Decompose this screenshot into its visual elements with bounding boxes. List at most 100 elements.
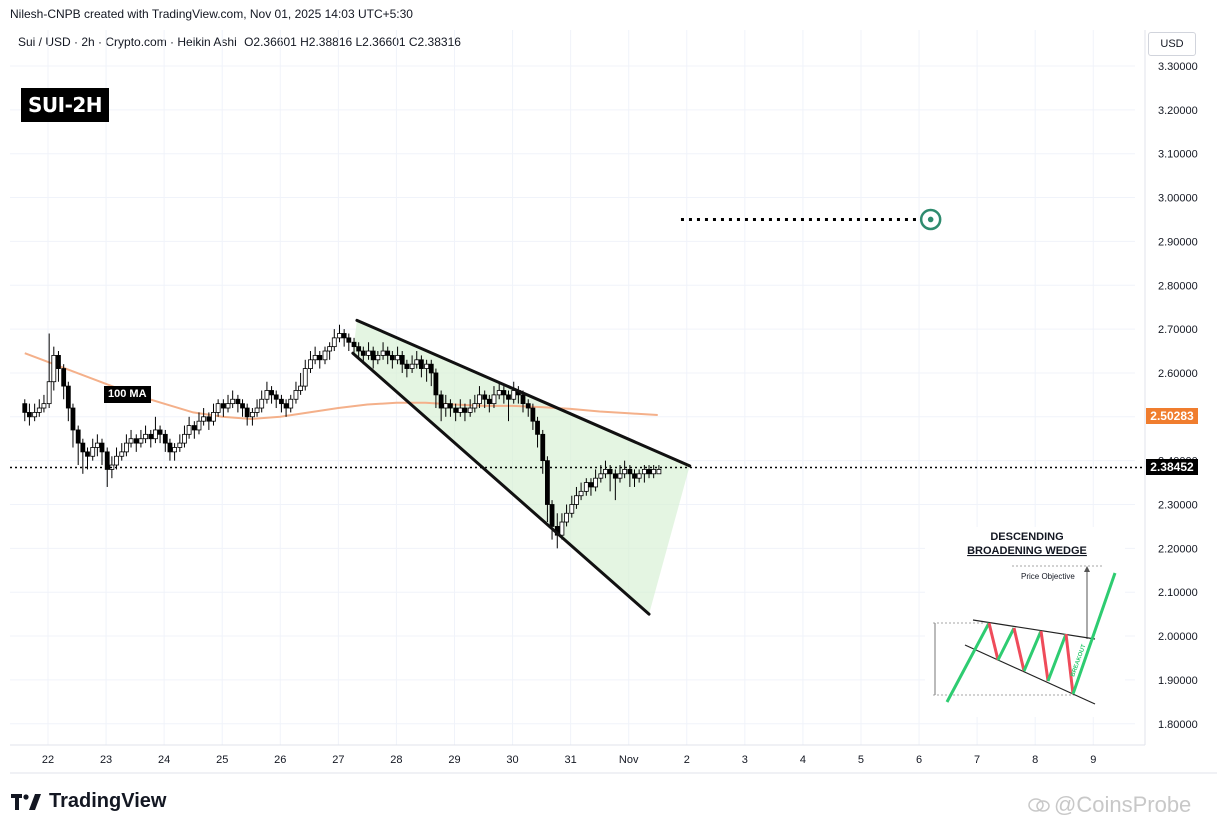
candle bbox=[56, 355, 61, 369]
candle bbox=[559, 521, 565, 536]
pattern-inset: DESCENDING BROADENING WEDGE Price Object… bbox=[925, 527, 1125, 717]
y-tick-label: 2.90000 bbox=[1158, 236, 1198, 248]
candle bbox=[293, 390, 299, 400]
wedge-upper-line bbox=[355, 318, 692, 468]
candle bbox=[351, 341, 357, 348]
candle bbox=[453, 407, 459, 413]
candle bbox=[545, 460, 550, 505]
candle bbox=[138, 438, 144, 444]
candle bbox=[182, 433, 187, 444]
x-tick-label: 7 bbox=[974, 754, 980, 766]
currency-selector[interactable]: USD bbox=[1148, 32, 1196, 56]
candle bbox=[240, 403, 245, 409]
watermark-text: @CoinsProbe bbox=[1054, 792, 1192, 817]
last-price-tag: 2.38452 bbox=[1146, 459, 1198, 476]
tradingview-logo[interactable]: TradingView bbox=[11, 790, 166, 813]
candle bbox=[636, 473, 642, 479]
candle bbox=[457, 407, 463, 413]
candle bbox=[41, 403, 47, 409]
x-tick-label: 28 bbox=[390, 754, 402, 766]
candle bbox=[341, 333, 347, 339]
candle bbox=[574, 495, 579, 505]
candle bbox=[269, 390, 274, 396]
candle bbox=[32, 412, 38, 418]
candle bbox=[549, 504, 555, 527]
candle bbox=[448, 403, 453, 409]
x-tick-label: 29 bbox=[448, 754, 460, 766]
candle bbox=[27, 412, 32, 418]
x-tick-label: 22 bbox=[42, 754, 54, 766]
candle bbox=[462, 407, 468, 413]
candle bbox=[244, 407, 250, 418]
inset-down-1 bbox=[987, 622, 1000, 661]
y-tick-label: 2.70000 bbox=[1158, 324, 1198, 336]
candle bbox=[51, 355, 57, 383]
timeframe-badge: SUI-2H bbox=[21, 88, 110, 122]
candle bbox=[583, 482, 589, 492]
candle bbox=[206, 416, 212, 422]
objective-label: Price Objective bbox=[1021, 572, 1075, 581]
candle bbox=[298, 385, 304, 391]
candle bbox=[235, 398, 241, 405]
candles-layer bbox=[22, 324, 662, 549]
candle bbox=[22, 403, 28, 413]
candle bbox=[395, 355, 400, 361]
candle bbox=[191, 425, 197, 431]
candle bbox=[250, 412, 255, 418]
candle bbox=[153, 429, 158, 440]
x-tick-label: 30 bbox=[506, 754, 518, 766]
inset-breakout bbox=[1071, 572, 1117, 695]
candle bbox=[61, 368, 67, 387]
candle bbox=[520, 394, 526, 405]
y-tick-label: 3.30000 bbox=[1158, 61, 1198, 73]
candle bbox=[254, 407, 260, 413]
candle bbox=[283, 403, 289, 409]
candle bbox=[646, 469, 652, 475]
candle bbox=[331, 337, 337, 348]
candle bbox=[279, 398, 284, 405]
y-tick-label: 2.60000 bbox=[1158, 368, 1198, 380]
candle bbox=[433, 372, 439, 396]
candle bbox=[569, 504, 575, 514]
candle bbox=[356, 346, 362, 352]
candle bbox=[264, 390, 270, 400]
candle bbox=[167, 442, 173, 453]
symbol-info[interactable]: Sui / USD · 2h · Crypto.com · Heikin Ash… bbox=[18, 35, 237, 49]
inset-down-4 bbox=[1064, 633, 1075, 695]
candle bbox=[578, 490, 584, 497]
candle bbox=[46, 381, 52, 405]
candle bbox=[196, 420, 202, 431]
candle bbox=[85, 451, 90, 457]
candle bbox=[230, 398, 236, 405]
candle bbox=[366, 350, 371, 356]
candle bbox=[409, 363, 415, 369]
author-line: Nilesh-CNPB created with TradingView.com… bbox=[10, 7, 413, 21]
candle bbox=[632, 473, 637, 479]
target-dot bbox=[927, 216, 934, 223]
logo-text: TradingView bbox=[49, 790, 167, 812]
candle bbox=[162, 433, 168, 444]
candle bbox=[225, 403, 231, 409]
candle bbox=[211, 412, 216, 422]
candle bbox=[273, 394, 279, 400]
candle bbox=[370, 350, 376, 361]
candle bbox=[302, 368, 308, 387]
candle bbox=[385, 350, 391, 356]
y-tick-label: 2.20000 bbox=[1158, 543, 1198, 555]
candle bbox=[607, 469, 613, 475]
inset-up-3 bbox=[1022, 630, 1043, 672]
candle bbox=[104, 451, 110, 470]
candle bbox=[496, 390, 502, 396]
candle bbox=[404, 363, 410, 369]
candle bbox=[511, 390, 517, 400]
x-tick-label: 8 bbox=[1032, 754, 1038, 766]
candle bbox=[641, 469, 647, 475]
candle bbox=[506, 394, 511, 400]
candle bbox=[123, 442, 129, 453]
ma-price-tag: 2.50283 bbox=[1146, 407, 1198, 424]
y-tick-label: 2.00000 bbox=[1158, 631, 1198, 643]
candle bbox=[157, 429, 163, 435]
candle bbox=[94, 442, 100, 448]
candle bbox=[627, 469, 633, 475]
